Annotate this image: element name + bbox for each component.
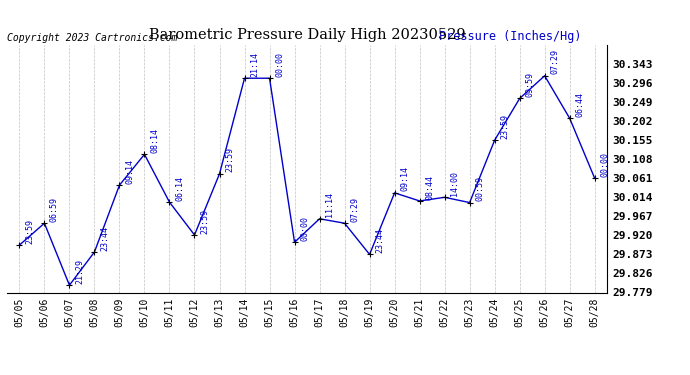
Text: 06:59: 06:59: [50, 197, 59, 222]
Text: Copyright 2023 Cartronics.com: Copyright 2023 Cartronics.com: [7, 33, 177, 42]
Text: 11:14: 11:14: [325, 192, 334, 217]
Text: 23:59: 23:59: [500, 114, 509, 139]
Title: Barometric Pressure Daily High 20230529: Barometric Pressure Daily High 20230529: [149, 28, 465, 42]
Text: 00:00: 00:00: [300, 216, 309, 241]
Text: 21:14: 21:14: [250, 52, 259, 77]
Text: 08:14: 08:14: [150, 128, 159, 153]
Text: 23:59: 23:59: [200, 209, 209, 234]
Text: 07:29: 07:29: [550, 50, 559, 74]
Text: 21:29: 21:29: [75, 259, 84, 284]
Text: 23:59: 23:59: [25, 219, 34, 244]
Text: Pressure (Inches/Hg): Pressure (Inches/Hg): [439, 30, 582, 42]
Text: 00:00: 00:00: [600, 152, 609, 177]
Text: 23:44: 23:44: [100, 226, 109, 251]
Text: 14:00: 14:00: [450, 171, 459, 196]
Text: 00:59: 00:59: [475, 176, 484, 201]
Text: 09:59: 09:59: [525, 72, 534, 97]
Text: 00:00: 00:00: [275, 52, 284, 77]
Text: 09:14: 09:14: [125, 159, 134, 184]
Text: 08:44: 08:44: [425, 175, 434, 200]
Text: 23:44: 23:44: [375, 228, 384, 253]
Text: 23:59: 23:59: [225, 147, 234, 172]
Text: 06:44: 06:44: [575, 92, 584, 117]
Text: 06:14: 06:14: [175, 176, 184, 201]
Text: 07:29: 07:29: [350, 197, 359, 222]
Text: 09:14: 09:14: [400, 166, 409, 192]
